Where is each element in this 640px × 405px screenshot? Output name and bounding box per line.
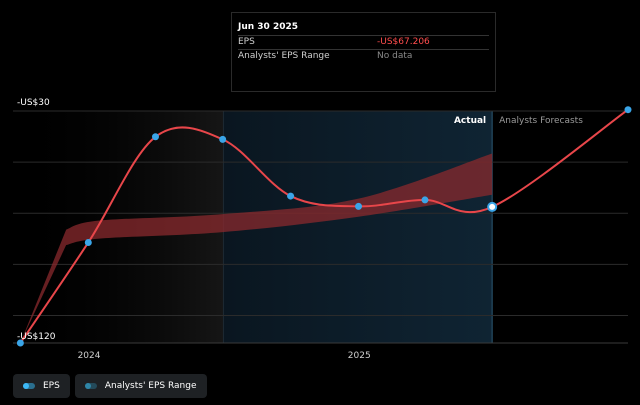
eps-points	[16, 106, 632, 347]
tooltip-eps-label: EPS	[238, 37, 255, 47]
tooltip-date: Jun 30 2025	[238, 22, 299, 32]
gridlines	[13, 110, 628, 344]
legend: EPS Analysts' EPS Range	[13, 374, 207, 398]
eps-point	[16, 339, 24, 347]
eps-point	[84, 238, 92, 246]
legend-item-range[interactable]: Analysts' EPS Range	[74, 374, 207, 398]
forecast-label: Analysts Forecasts	[499, 116, 583, 126]
y-axis-top-label: -US$30	[17, 98, 50, 108]
eps-dot-icon	[23, 383, 35, 389]
analysts-eps-range-band	[20, 153, 493, 343]
actual-label: Actual	[454, 116, 486, 126]
eps-point	[355, 202, 363, 210]
legend-item-eps[interactable]: EPS	[13, 374, 70, 398]
x-tick-label: 2024	[78, 351, 101, 361]
legend-range-label: Analysts' EPS Range	[104, 381, 197, 391]
chart-labels: -US$30 -US$120 Actual Analysts Forecasts 202…	[17, 98, 583, 361]
legend-eps-label: EPS	[43, 381, 60, 391]
eps-point	[421, 196, 429, 204]
eps-point	[624, 106, 632, 114]
eps-point	[287, 192, 295, 200]
eps-chart: -US$30 -US$120 Actual Analysts Forecasts 202…	[13, 98, 632, 361]
range-dot-icon	[84, 383, 97, 389]
tooltip-row-eps: EPS -US$67.206	[238, 35, 489, 49]
tooltip: Jun 30 2025 EPS -US$67.206 Analysts' EPS…	[231, 12, 496, 92]
y-axis-bottom-label: -US$120	[17, 332, 56, 342]
eps-point	[219, 135, 227, 143]
tooltip-range-value: No data	[377, 51, 413, 61]
eps-point	[151, 133, 159, 141]
tooltip-range-label: Analysts' EPS Range	[238, 51, 330, 61]
tooltip-row-range: Analysts' EPS Range No data	[238, 49, 489, 63]
eps-point-selected	[487, 201, 498, 212]
x-tick-label: 2025	[348, 351, 371, 361]
range-band-area	[20, 153, 493, 343]
tooltip-eps-value: -US$67.206	[377, 37, 430, 47]
